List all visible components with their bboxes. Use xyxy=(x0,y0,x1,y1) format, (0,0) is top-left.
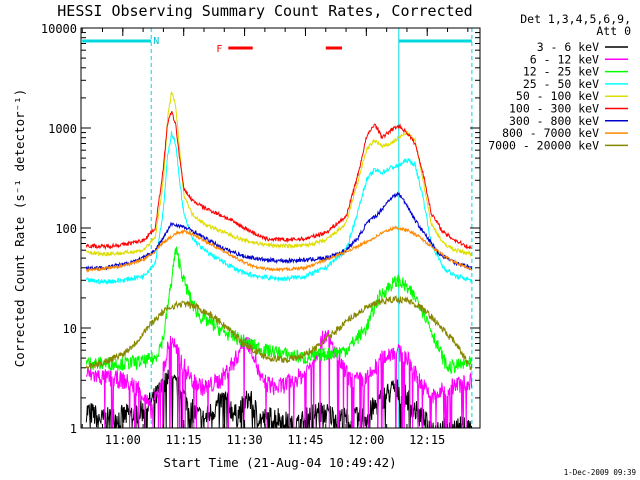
legend-entry-label: 3 - 6 keV xyxy=(537,40,599,54)
plot-area: NF xyxy=(80,28,473,428)
x-tick-label: 12:15 xyxy=(409,433,445,447)
y-tick-label: 10000 xyxy=(41,22,77,36)
legend-header-line-1: Det 1,3,4,5,6,9, xyxy=(520,12,631,26)
series-line xyxy=(85,91,472,258)
x-tick-label: 11:45 xyxy=(287,433,323,447)
x-tick-label: 12:00 xyxy=(348,433,384,447)
legend-entry-label: 800 - 7000 keV xyxy=(502,126,599,140)
x-tick-label: 11:00 xyxy=(105,433,141,447)
chart-title: HESSI Observing Summary Count Rates, Cor… xyxy=(57,2,472,20)
y-tick-label: 100 xyxy=(55,222,77,236)
axis-ticks: 11:00 11:15 11:30 11:45 12:00 12:15 1 10 100 1000… xyxy=(41,22,480,447)
series-line xyxy=(85,225,473,274)
y-tick-label: 10 xyxy=(63,322,77,336)
legend-entry-label: 300 - 800 keV xyxy=(509,114,599,128)
series-line xyxy=(85,111,472,251)
legend-entry-label: 100 - 300 keV xyxy=(509,102,599,116)
y-tick-label: 1000 xyxy=(48,122,77,136)
legend-entry-label: 25 - 50 keV xyxy=(523,77,599,91)
legend-entry-label: 12 - 25 keV xyxy=(523,65,599,79)
x-axis-label: Start Time (21-Aug-04 10:49:42) xyxy=(163,455,396,470)
x-tick-label: 11:30 xyxy=(227,433,263,447)
night-bar-label: N xyxy=(153,36,159,47)
series-line xyxy=(85,329,473,428)
legend-header-line-2: Att 0 xyxy=(596,24,631,38)
series-line xyxy=(85,131,473,286)
legend-entry-label: 6 - 12 keV xyxy=(530,52,599,66)
footer-date: 1-Dec-2009 09:39 xyxy=(564,468,636,477)
x-tick-label: 11:15 xyxy=(166,433,202,447)
flare-bar-label: F xyxy=(216,44,222,55)
series-line xyxy=(85,246,473,375)
legend-entry-label: 7000 - 20000 keV xyxy=(488,138,599,152)
series-line xyxy=(85,294,473,372)
legend-entry-label: 50 - 100 keV xyxy=(516,89,599,103)
y-axis-label: Corrected Count Rate (s⁻¹ detector⁻¹) xyxy=(12,89,27,367)
y-tick-label: 1 xyxy=(70,422,77,436)
